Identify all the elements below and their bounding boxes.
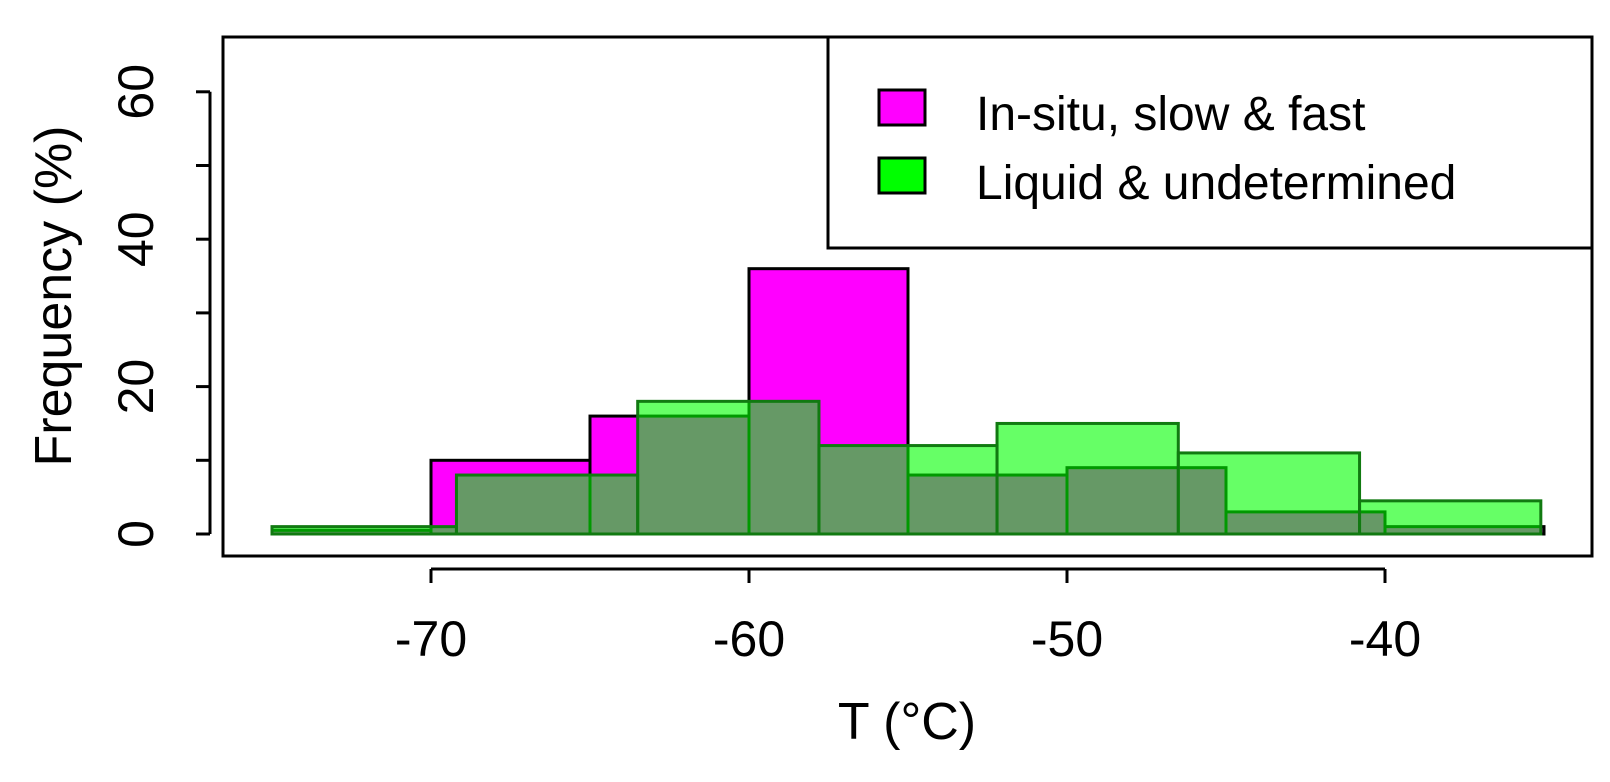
y-tick-label-60: 60 bbox=[108, 64, 164, 120]
y-tick-label-20: 20 bbox=[108, 359, 164, 415]
legend-swatch-in-situ bbox=[877, 88, 927, 127]
y-tick-label-0: 0 bbox=[108, 520, 164, 548]
bar-liquid-5 bbox=[1176, 451, 1362, 536]
x-tick-label--70: -70 bbox=[395, 611, 467, 667]
bar-liquid-6 bbox=[1358, 499, 1543, 536]
bar-liquid-3 bbox=[817, 444, 999, 536]
legend-box bbox=[826, 35, 1594, 250]
bar-liquid-1 bbox=[454, 473, 640, 536]
bar-liquid-2 bbox=[636, 399, 821, 536]
legend: In-situ, slow & fast Liquid & undetermin… bbox=[826, 35, 1594, 250]
legend-label-in-situ: In-situ, slow & fast bbox=[976, 88, 1365, 141]
series-liquid-bars bbox=[270, 399, 1543, 536]
legend-label-liquid: Liquid & undetermined bbox=[976, 157, 1456, 210]
bar-liquid-4 bbox=[995, 421, 1180, 536]
bar-liquid-0 bbox=[270, 525, 458, 536]
x-tick-label--60: -60 bbox=[713, 611, 785, 667]
x-tick-label--40: -40 bbox=[1349, 611, 1421, 667]
legend-swatch-liquid bbox=[877, 156, 927, 195]
y-axis-title: Frequency (%) bbox=[25, 126, 83, 467]
y-axis: 0 20 40 60 bbox=[108, 64, 212, 548]
y-tick-label-40: 40 bbox=[108, 211, 164, 267]
x-axis-title: T (°C) bbox=[838, 693, 976, 751]
x-axis: -70 -60 -50 -40 bbox=[395, 567, 1421, 667]
x-tick-label--50: -50 bbox=[1031, 611, 1103, 667]
